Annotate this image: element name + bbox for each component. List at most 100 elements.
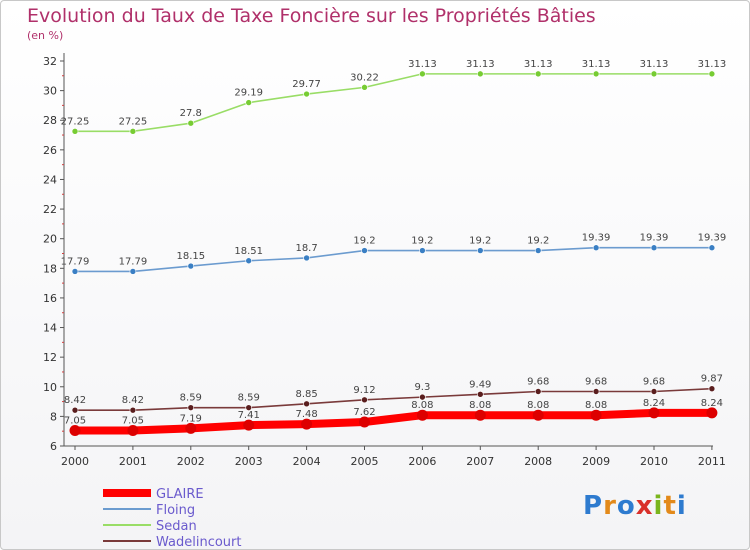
data-label-floing: 18.15	[176, 251, 205, 262]
data-label-glaire: 7.41	[238, 410, 260, 421]
y-tick-labels: 6 8 10 12 14 16 18 20 22 24 26 28 30 32	[43, 55, 64, 453]
data-point-wadelincourt	[476, 391, 484, 398]
data-point-wadelincourt	[71, 406, 79, 414]
y-tick-label: 18	[43, 262, 57, 275]
data-label-glaire: 7.62	[353, 407, 375, 418]
data-labels-glaire: 7.05 7.05 7.19 7.41 7.48 7.62 8.08 8.08 8.08 8.08…	[64, 398, 723, 427]
legend-label-sedan: Sedan	[156, 519, 197, 534]
data-label-glaire: 8.24	[701, 398, 723, 409]
data-label-floing: 19.39	[640, 233, 669, 244]
y-tick-label: 16	[43, 292, 57, 305]
y-tick-label: 20	[43, 233, 57, 246]
data-label-floing: 19.2	[411, 236, 433, 247]
y-tick-label: 10	[43, 381, 57, 394]
series-wadelincourt	[71, 385, 716, 414]
data-point-floing	[361, 247, 368, 254]
x-tick-label: 2009	[582, 455, 610, 468]
data-point-glaire	[706, 407, 718, 419]
data-label-wadelincourt: 8.59	[238, 393, 260, 404]
y-tick-label: 14	[43, 322, 57, 335]
data-label-wadelincourt: 8.42	[122, 395, 144, 406]
data-point-wadelincourt	[708, 385, 716, 392]
data-label-floing: 19.2	[469, 236, 491, 247]
x-tick-labels: 2000 2001 2002 2003 2004 2005 2006 2007 2008 2009…	[61, 446, 726, 468]
data-point-sedan	[534, 70, 542, 78]
data-point-floing	[187, 262, 195, 270]
data-point-sedan	[245, 99, 252, 106]
data-label-sedan: 31.13	[582, 59, 611, 70]
data-label-floing: 17.79	[119, 256, 148, 267]
data-point-floing	[708, 244, 716, 252]
data-label-wadelincourt: 9.68	[585, 377, 607, 388]
data-point-floing	[245, 257, 252, 265]
y-tick-label: 32	[43, 55, 57, 68]
data-point-sedan	[650, 70, 658, 78]
series-sedan	[71, 70, 716, 135]
series-group: 7.05 7.05 7.19 7.41 7.48 7.62 8.08 8.08 8.08 8.08…	[61, 59, 727, 436]
data-label-glaire: 7.05	[122, 415, 144, 426]
data-point-floing	[650, 244, 658, 252]
series-floing	[71, 244, 716, 275]
data-label-floing: 19.39	[698, 233, 727, 244]
data-label-sedan: 31.13	[408, 59, 437, 70]
data-point-sedan	[708, 70, 716, 78]
data-point-glaire	[359, 416, 370, 428]
data-point-wadelincourt	[245, 404, 252, 411]
data-label-floing: 19.39	[582, 233, 611, 244]
data-point-sedan	[129, 128, 137, 135]
data-point-glaire	[532, 409, 544, 421]
data-labels-wadelincourt: 8.42 8.42 8.59 8.59 8.85 9.12 9.3 9.49 9.68 9.68 9…	[64, 374, 723, 406]
data-label-glaire: 7.19	[180, 413, 202, 424]
data-point-sedan	[592, 70, 600, 78]
series-line-glaire	[71, 408, 716, 435]
data-point-floing	[476, 247, 484, 254]
data-label-sedan: 31.13	[640, 59, 669, 70]
logo-letter: o	[616, 491, 636, 521]
data-point-glaire	[416, 409, 428, 421]
data-label-wadelincourt: 8.59	[180, 393, 202, 404]
logo-letter: i	[653, 491, 664, 521]
data-label-glaire: 8.08	[411, 400, 433, 411]
data-label-glaire: 7.05	[64, 415, 86, 426]
legend-label-glaire: GLAIRE	[156, 487, 204, 502]
x-tick-label: 2011	[698, 455, 726, 468]
data-point-wadelincourt	[534, 388, 542, 395]
data-label-floing: 19.2	[353, 236, 375, 247]
data-label-glaire: 8.08	[527, 400, 549, 411]
data-point-sedan	[419, 70, 426, 78]
data-point-floing	[592, 244, 600, 252]
data-point-wadelincourt	[303, 400, 310, 408]
data-point-sedan	[187, 119, 195, 127]
data-point-wadelincourt	[361, 396, 368, 404]
data-label-glaire: 8.08	[469, 400, 491, 411]
x-tick-label: 2006	[408, 455, 436, 468]
y-tick-label: 6	[50, 440, 57, 453]
y-tick-label: 12	[43, 351, 57, 364]
data-point-sedan	[361, 84, 368, 91]
x-tick-label: 2010	[640, 455, 668, 468]
data-point-wadelincourt	[187, 404, 195, 411]
logo-letter: t	[663, 491, 677, 521]
data-point-sedan	[303, 90, 310, 98]
legend-label-floing: Floing	[156, 503, 195, 518]
data-point-glaire	[127, 424, 139, 436]
x-tick-label: 2003	[235, 455, 263, 468]
y-tick-label: 24	[43, 173, 57, 186]
data-label-wadelincourt: 9.68	[527, 377, 549, 388]
y-tick-label: 22	[43, 203, 57, 216]
data-point-wadelincourt	[419, 393, 426, 401]
data-label-wadelincourt: 9.12	[353, 385, 375, 396]
data-label-sedan: 27.25	[119, 116, 148, 127]
data-point-wadelincourt	[592, 388, 600, 395]
y-tick-label: 8	[50, 410, 57, 423]
data-label-sedan: 31.13	[466, 59, 495, 70]
data-point-glaire	[590, 409, 602, 421]
data-label-sedan: 30.22	[350, 72, 379, 83]
x-tick-label: 2004	[293, 455, 321, 468]
data-label-floing: 18.7	[295, 243, 317, 254]
series-glaire	[69, 407, 718, 436]
data-point-glaire	[69, 424, 81, 436]
data-point-glaire	[648, 407, 660, 419]
